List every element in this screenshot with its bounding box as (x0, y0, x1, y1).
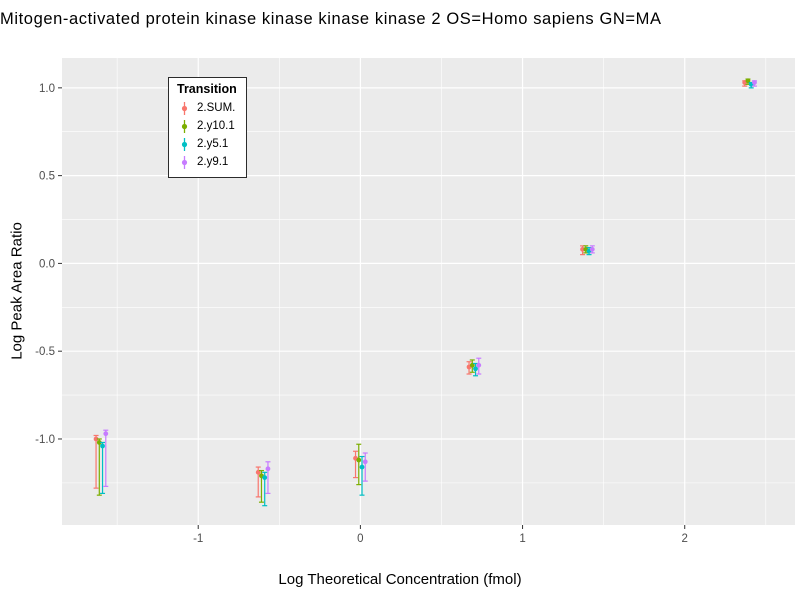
data-point (265, 466, 271, 472)
x-tick-label: -1 (193, 533, 203, 545)
y-tick-label: -0.5 (35, 346, 55, 358)
data-point (589, 246, 595, 252)
y-tick-label: 1.0 (39, 83, 55, 95)
x-axis-label: Log Theoretical Concentration (fmol) (278, 571, 522, 588)
legend-entry-label: 2.y10.1 (197, 120, 235, 132)
y-tick-label: -1.0 (35, 434, 55, 446)
y-tick-label: 0.0 (39, 258, 55, 270)
legend-key-icon (181, 119, 188, 133)
legend-entry: 2.y5.1 (176, 135, 237, 153)
data-point (359, 464, 365, 470)
legend-key-icon (181, 155, 188, 169)
data-point (103, 431, 109, 437)
data-point (100, 443, 105, 449)
data-point (362, 459, 368, 465)
y-tick-label: 0.5 (39, 171, 55, 183)
legend-entry-label: 2.y5.1 (197, 138, 229, 150)
data-point (752, 80, 757, 85)
data-point (356, 457, 362, 463)
legend: Transition 2.SUM. 2.y10.1 2.y5.1 2.y9.1 (168, 77, 247, 178)
x-tick-label: 1 (519, 533, 525, 545)
chart-title: Mitogen-activated protein kinase kinase … (0, 10, 662, 28)
legend-key-icon (181, 137, 188, 151)
data-point (93, 436, 99, 442)
data-point (96, 440, 102, 445)
legend-entry: 2.SUM. (176, 99, 237, 117)
x-tick-label: 2 (682, 533, 688, 545)
legend-title: Transition (177, 82, 237, 96)
legend-key-icon (181, 101, 188, 115)
x-tick-label: 0 (357, 533, 363, 545)
legend-entry-label: 2.SUM. (197, 102, 236, 114)
legend-entry-label: 2.y9.1 (197, 156, 229, 168)
data-point (476, 362, 482, 368)
data-point (262, 475, 268, 480)
legend-entry: 2.y9.1 (176, 153, 237, 171)
legend-entry: 2.y10.1 (176, 117, 237, 135)
data-point (473, 366, 478, 372)
